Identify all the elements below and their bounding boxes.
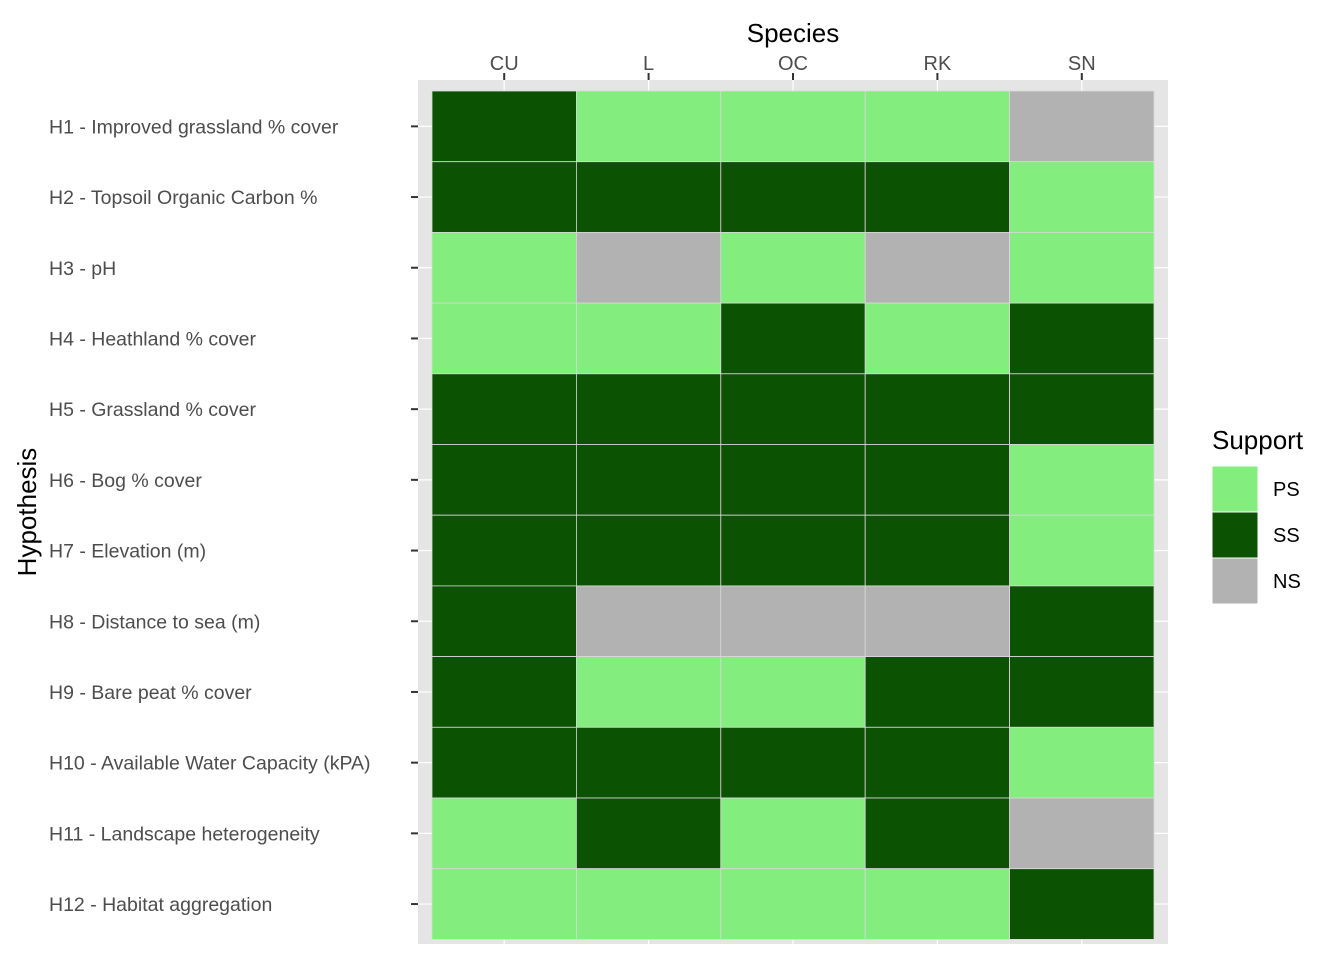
tile-CU-h3 [431, 231, 577, 304]
legend-key-PS [1211, 465, 1259, 513]
y-tick-label-h12: H12 - Habitat aggregation [49, 894, 272, 916]
tile-L-h7 [576, 514, 722, 587]
tile-L-h12 [576, 868, 722, 940]
y-tick-label-h9: H9 - Bare peat % cover [49, 682, 252, 704]
tile-L-h4 [576, 302, 722, 375]
x-tick-label-RK: RK [924, 53, 952, 75]
y-tick-label-h6: H6 - Bog % cover [49, 470, 202, 492]
y-tick-label-h11: H11 - Landscape heterogeneity [49, 823, 320, 845]
x-tick-label-L: L [643, 53, 654, 75]
tile-RK-h6 [864, 444, 1011, 516]
tile-CU-h2 [431, 161, 577, 233]
tile-OC-h6 [720, 444, 866, 516]
tile-CU-h8 [431, 585, 577, 658]
tile-OC-h2 [720, 161, 866, 233]
y-tick-label-h3: H3 - pH [49, 258, 116, 280]
legend-label-PS: PS [1273, 479, 1300, 501]
tile-SN-h3 [1009, 231, 1155, 304]
heatmap-tiles [431, 90, 1155, 940]
tile-SN-h11 [1009, 797, 1155, 870]
tile-CU-h4 [431, 302, 577, 375]
tile-SN-h9 [1009, 656, 1155, 728]
y-tick-label-h7: H7 - Elevation (m) [49, 541, 206, 563]
tile-SN-h4 [1009, 302, 1155, 375]
tile-CU-h11 [431, 797, 577, 870]
tile-L-h5 [576, 373, 722, 445]
tile-OC-h4 [720, 302, 866, 375]
tile-OC-h1 [720, 90, 866, 163]
y-axis-title: Hypothesis [12, 448, 42, 577]
y-tick-label-h2: H2 - Topsoil Organic Carbon % [49, 187, 317, 209]
tile-SN-h1 [1009, 90, 1155, 163]
tile-OC-h11 [720, 797, 866, 870]
tile-CU-h9 [431, 656, 577, 728]
tile-L-h2 [576, 161, 722, 233]
tile-L-h8 [576, 585, 722, 658]
tile-CU-h1 [431, 90, 577, 163]
x-tick-label-SN: SN [1068, 53, 1096, 75]
legend-label-SS: SS [1273, 525, 1300, 547]
tile-RK-h11 [864, 797, 1011, 870]
tile-CU-h10 [431, 726, 577, 799]
tile-SN-h5 [1009, 373, 1155, 445]
x-tick-label-OC: OC [778, 53, 808, 75]
tile-RK-h1 [864, 90, 1011, 163]
tile-SN-h7 [1009, 514, 1155, 587]
tile-L-h10 [576, 726, 722, 799]
tile-RK-h9 [864, 656, 1011, 728]
tile-SN-h2 [1009, 161, 1155, 233]
y-tick-label-h8: H8 - Distance to sea (m) [49, 611, 260, 633]
y-axis: H1 - Improved grassland % cover H2 - Tops… [49, 116, 418, 916]
tile-OC-h5 [720, 373, 866, 445]
y-tick-label-h4: H4 - Heathland % cover [49, 328, 257, 350]
tile-L-h6 [576, 444, 722, 516]
tile-OC-h3 [720, 231, 866, 304]
tile-L-h3 [576, 231, 722, 304]
tile-SN-h10 [1009, 726, 1155, 799]
tile-RK-h5 [864, 373, 1011, 445]
legend-key-NS [1211, 557, 1259, 605]
tile-RK-h3 [864, 231, 1011, 304]
tile-CU-h5 [431, 373, 577, 445]
tile-L-h11 [576, 797, 722, 870]
tile-CU-h7 [431, 514, 577, 587]
legend-key-SS [1211, 511, 1259, 559]
tile-L-h1 [576, 90, 722, 163]
tile-RK-h8 [864, 585, 1011, 658]
x-axis: CU L OC RK SN [490, 53, 1096, 80]
tile-SN-h6 [1009, 444, 1155, 516]
tile-RK-h2 [864, 161, 1011, 233]
y-tick-label-h5: H5 - Grassland % cover [49, 399, 256, 421]
tile-RK-h4 [864, 302, 1011, 375]
tile-CU-h12 [431, 868, 577, 940]
tile-SN-h8 [1009, 585, 1155, 658]
x-tick-label-CU: CU [490, 53, 519, 75]
tile-OC-h12 [720, 868, 866, 940]
tile-RK-h7 [864, 514, 1011, 587]
legend-title: Support [1212, 425, 1304, 455]
legend: Support PS SS NS [1211, 425, 1304, 605]
tile-OC-h10 [720, 726, 866, 799]
tile-OC-h8 [720, 585, 866, 658]
tile-L-h9 [576, 656, 722, 728]
legend-label-NS: NS [1273, 571, 1301, 593]
y-tick-label-h1: H1 - Improved grassland % cover [49, 116, 339, 138]
tile-OC-h9 [720, 656, 866, 728]
tile-CU-h6 [431, 444, 577, 516]
x-axis-title: Species [747, 18, 840, 48]
tile-OC-h7 [720, 514, 866, 587]
tile-RK-h10 [864, 726, 1011, 799]
tile-SN-h12 [1009, 868, 1155, 940]
y-tick-label-h10: H10 - Available Water Capacity (kPA) [49, 753, 371, 775]
tile-RK-h12 [864, 868, 1011, 940]
